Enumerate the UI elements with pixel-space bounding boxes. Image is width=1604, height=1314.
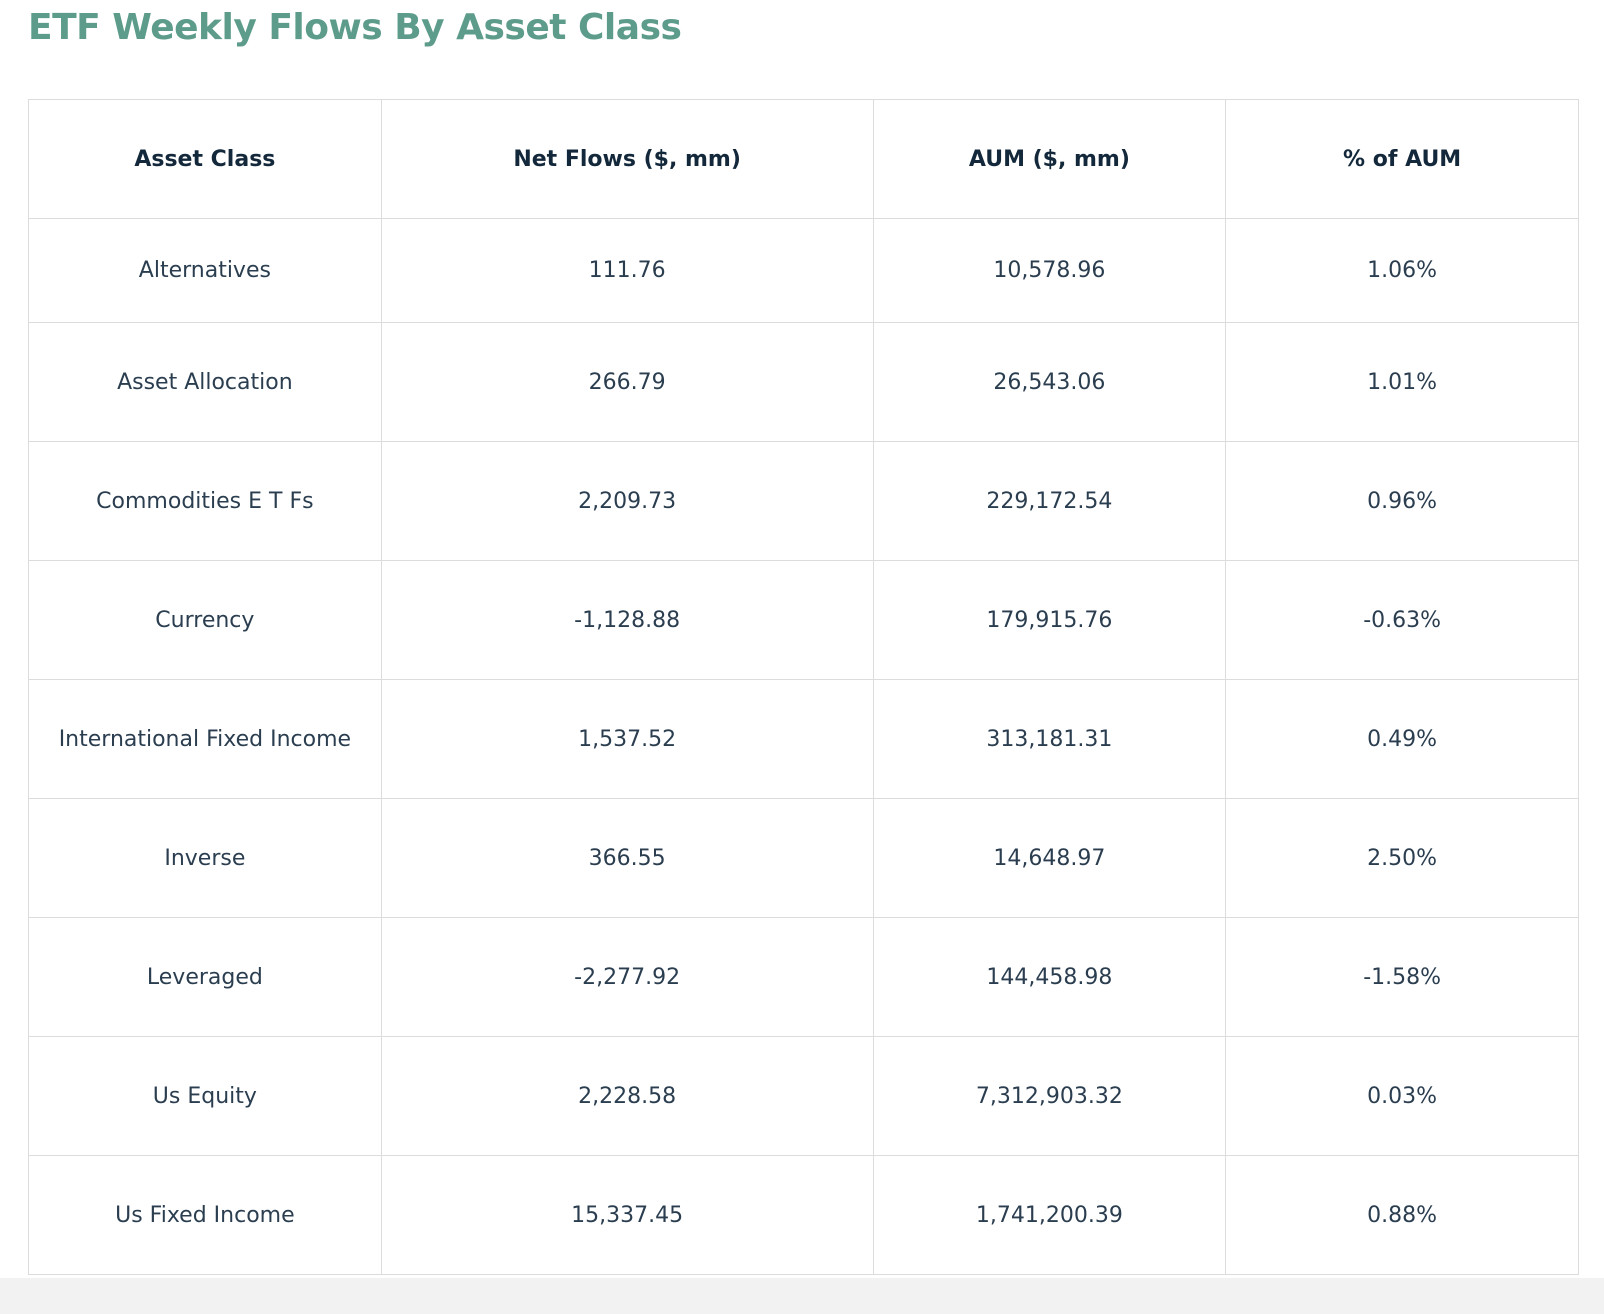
table-row: Us Fixed Income 15,337.45 1,741,200.39 0… — [28, 1155, 1579, 1275]
cell-aum: 313,181.31 — [872, 679, 1227, 799]
table-header-row: Asset Class Net Flows ($, mm) AUM ($, mm… — [28, 99, 1579, 219]
header-asset-class[interactable]: Asset Class — [28, 99, 382, 219]
cell-pct-of-aum: 1.01% — [1225, 322, 1579, 442]
cell-asset-class: Currency — [28, 560, 382, 680]
table-row: Alternatives 111.76 10,578.96 1.06% — [28, 218, 1579, 323]
cell-pct-of-aum: -0.63% — [1225, 560, 1579, 680]
header-net-flows[interactable]: Net Flows ($, mm) — [380, 99, 874, 219]
cell-aum: 7,312,903.32 — [872, 1036, 1227, 1156]
cell-aum: 1,741,200.39 — [872, 1155, 1227, 1275]
cell-asset-class: Leveraged — [28, 917, 382, 1037]
table-row: Leveraged -2,277.92 144,458.98 -1.58% — [28, 917, 1579, 1037]
page-title: ETF Weekly Flows By Asset Class — [28, 7, 682, 48]
cell-asset-class: Alternatives — [28, 218, 382, 323]
cell-asset-class: Commodities E T Fs — [28, 441, 382, 561]
cell-pct-of-aum: 0.03% — [1225, 1036, 1579, 1156]
header-pct-of-aum[interactable]: % of AUM — [1225, 99, 1579, 219]
table-row: International Fixed Income 1,537.52 313,… — [28, 679, 1579, 799]
cell-pct-of-aum: 0.96% — [1225, 441, 1579, 561]
cell-asset-class: Asset Allocation — [28, 322, 382, 442]
header-aum[interactable]: AUM ($, mm) — [872, 99, 1227, 219]
cell-aum: 10,578.96 — [872, 218, 1227, 323]
cell-pct-of-aum: 1.06% — [1225, 218, 1579, 323]
cell-net-flows: 2,228.58 — [380, 1036, 874, 1156]
cell-pct-of-aum: 0.49% — [1225, 679, 1579, 799]
table-row: Inverse 366.55 14,648.97 2.50% — [28, 798, 1579, 918]
cell-net-flows: 15,337.45 — [380, 1155, 874, 1275]
cell-net-flows: 2,209.73 — [380, 441, 874, 561]
cell-asset-class: Us Fixed Income — [28, 1155, 382, 1275]
cell-aum: 229,172.54 — [872, 441, 1227, 561]
table-row: Currency -1,128.88 179,915.76 -0.63% — [28, 560, 1579, 680]
table-row: Commodities E T Fs 2,209.73 229,172.54 0… — [28, 441, 1579, 561]
cell-aum: 14,648.97 — [872, 798, 1227, 918]
cell-net-flows: 366.55 — [380, 798, 874, 918]
cell-asset-class: International Fixed Income — [28, 679, 382, 799]
cell-aum: 179,915.76 — [872, 560, 1227, 680]
cell-net-flows: -1,128.88 — [380, 560, 874, 680]
table-row: Us Equity 2,228.58 7,312,903.32 0.03% — [28, 1036, 1579, 1156]
page-bottom-strip — [0, 1278, 1604, 1314]
cell-net-flows: 266.79 — [380, 322, 874, 442]
cell-asset-class: Us Equity — [28, 1036, 382, 1156]
cell-net-flows: -2,277.92 — [380, 917, 874, 1037]
cell-net-flows: 111.76 — [380, 218, 874, 323]
cell-pct-of-aum: 2.50% — [1225, 798, 1579, 918]
table-row: Asset Allocation 266.79 26,543.06 1.01% — [28, 322, 1579, 442]
cell-asset-class: Inverse — [28, 798, 382, 918]
cell-aum: 26,543.06 — [872, 322, 1227, 442]
cell-net-flows: 1,537.52 — [380, 679, 874, 799]
cell-pct-of-aum: -1.58% — [1225, 917, 1579, 1037]
cell-pct-of-aum: 0.88% — [1225, 1155, 1579, 1275]
etf-flows-table: Asset Class Net Flows ($, mm) AUM ($, mm… — [28, 99, 1579, 1275]
cell-aum: 144,458.98 — [872, 917, 1227, 1037]
